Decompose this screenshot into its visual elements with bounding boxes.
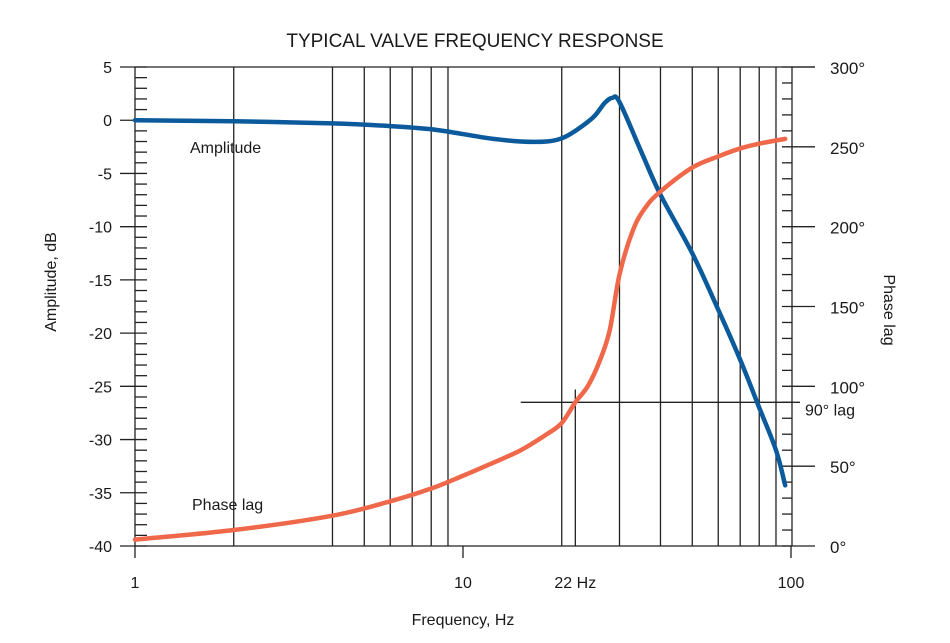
y2-tick-label: 300° <box>830 59 865 78</box>
y-axis-label: Amplitude, dB <box>43 232 60 332</box>
y-tick-label: -40 <box>89 539 112 556</box>
y2-tick-label: 0° <box>830 538 846 557</box>
reference-line-label: 90° lag <box>805 402 855 419</box>
y-tick-label: -35 <box>89 486 112 503</box>
labels-group: 90° lag 5 0 -5 -10 -15 -20 -25 -30 -35 -40 300° 250°… <box>89 59 865 592</box>
amplitude-series-label: Amplitude <box>190 140 261 157</box>
y2-tick-label: 200° <box>830 219 865 238</box>
phase-lag-line <box>132 136 788 542</box>
phase-lag-series-label: Phase lag <box>192 497 263 514</box>
y-tick-label: -20 <box>89 326 112 343</box>
x-tick-label: 22 Hz <box>554 575 596 592</box>
y-tick-label: -5 <box>98 166 112 183</box>
x-tick-label: 1 <box>131 575 140 592</box>
y-tick-label: -25 <box>89 379 112 396</box>
y2-axis-label: Phase lag <box>880 274 897 345</box>
y-tick-label: -10 <box>89 220 112 237</box>
y2-tick-label: 100° <box>830 378 865 397</box>
y2-tick-label: 50° <box>830 458 856 477</box>
y2-tick-label: 250° <box>830 139 865 158</box>
series-group <box>132 94 788 542</box>
grid <box>233 67 800 546</box>
y-tick-label: -15 <box>89 273 112 290</box>
axes <box>120 66 815 558</box>
x-tick-label: 10 <box>454 575 472 592</box>
y2-tick-label: 150° <box>830 299 865 318</box>
x-axis-label: Frequency, Hz <box>412 612 515 629</box>
amplitude-line <box>132 94 788 488</box>
chart-title: TYPICAL VALVE FREQUENCY RESPONSE <box>286 31 663 52</box>
y-tick-label: 0 <box>103 113 112 130</box>
y-tick-label: 5 <box>103 60 112 77</box>
y-tick-label: -30 <box>89 433 112 450</box>
x-tick-label: 100 <box>778 575 805 592</box>
